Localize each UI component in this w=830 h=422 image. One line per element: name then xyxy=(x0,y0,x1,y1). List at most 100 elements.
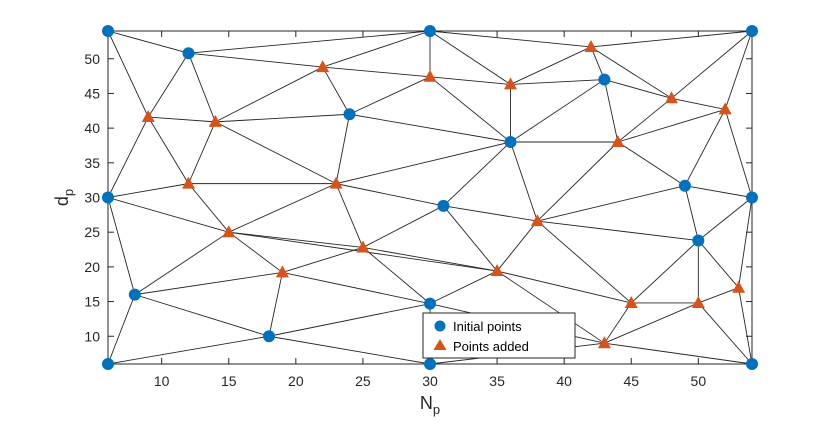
triangulation-edge xyxy=(107,294,136,365)
added-point-marker xyxy=(665,91,678,104)
y-tick-label: 20 xyxy=(84,259,100,275)
triangulation-edge xyxy=(698,197,753,241)
added-point-marker xyxy=(316,60,330,73)
added-point-marker xyxy=(208,114,222,127)
triangulation-edge xyxy=(147,116,189,184)
initial-point-marker xyxy=(263,330,275,343)
legend-label-added: Points added xyxy=(453,339,529,354)
triangulation-edge xyxy=(590,46,672,99)
triangulation-edge xyxy=(604,302,699,344)
triangulation-edge xyxy=(349,113,511,143)
triangulation-edge xyxy=(510,79,605,143)
triangulation-edge xyxy=(322,66,431,78)
legend-label-initial: Initial points xyxy=(453,319,522,334)
added-point-marker xyxy=(329,176,343,189)
triangulation-edge xyxy=(429,270,498,305)
triangulation-edge xyxy=(215,66,323,123)
triangulation-edge xyxy=(604,342,753,365)
initial-point-marker xyxy=(102,191,114,204)
triangulation-edge xyxy=(228,183,337,233)
triangulation-edge xyxy=(537,185,686,222)
triangulation-edge xyxy=(590,30,753,48)
triangulation-edge xyxy=(282,247,364,273)
triangulation-edge xyxy=(188,53,216,123)
added-point-marker xyxy=(423,69,437,82)
triangulation-edge xyxy=(215,121,337,185)
triangulation-edge xyxy=(429,76,511,143)
triangulation-edge xyxy=(617,108,726,143)
triangulation-edge xyxy=(537,220,632,304)
initial-point-marker xyxy=(424,25,436,37)
triangulation-edge xyxy=(510,141,538,222)
triangulation-edge xyxy=(349,76,431,115)
triangulation-edge xyxy=(738,197,753,288)
triangulation-edge xyxy=(215,113,350,123)
triangulation-edge xyxy=(604,79,672,99)
legend-circle-marker xyxy=(434,320,446,332)
triangulation-edge xyxy=(697,240,739,288)
triangulation-edge xyxy=(148,116,216,123)
triangulation-edge xyxy=(738,287,753,365)
x-axis-label-main: N xyxy=(420,393,433,413)
y-tick-label: 15 xyxy=(84,294,100,310)
triangulation-edge xyxy=(603,79,619,143)
added-point-marker xyxy=(597,336,611,349)
triangulation-edge xyxy=(496,270,605,344)
triangulation-edge xyxy=(147,52,189,118)
triangulation-edge xyxy=(107,30,189,54)
y-tick-label: 25 xyxy=(84,224,100,240)
triangulation-edge xyxy=(724,109,753,198)
added-point-marker xyxy=(718,102,732,115)
x-tick-label: 20 xyxy=(288,373,304,389)
triangulation-edge xyxy=(282,271,431,305)
triangulation-edge xyxy=(537,141,619,222)
added-point-marker xyxy=(141,110,155,123)
triangulation-edge xyxy=(107,183,189,198)
y-tick-label: 10 xyxy=(84,328,100,344)
initial-point-marker xyxy=(746,358,758,370)
added-point-marker xyxy=(624,295,638,308)
y-axis-label-main: d xyxy=(52,196,72,206)
added-point-marker xyxy=(490,264,504,277)
initial-point-marker xyxy=(424,297,436,310)
y-axis-label: dp xyxy=(52,189,76,206)
triangulation-edge xyxy=(429,76,511,85)
y-tick-label: 35 xyxy=(84,155,100,171)
x-tick-label: 40 xyxy=(556,373,572,389)
triangulation-edge xyxy=(335,114,350,184)
triangulation-edge xyxy=(268,335,431,365)
triangulation-edge xyxy=(443,205,498,272)
added-point-marker xyxy=(504,77,517,90)
x-tick-label: 50 xyxy=(691,373,707,389)
x-axis-label: Np xyxy=(420,393,440,417)
triangulation-edge xyxy=(684,185,699,241)
initial-point-marker xyxy=(424,358,436,370)
initial-point-marker xyxy=(746,25,758,37)
triangulation-edge xyxy=(671,30,753,99)
added-point-marker xyxy=(182,176,195,189)
initial-point-marker xyxy=(504,136,517,148)
x-tick-label: 10 xyxy=(154,373,170,389)
triangulation-edge xyxy=(617,141,686,187)
triangulation-edge xyxy=(362,247,431,304)
added-point-marker xyxy=(356,240,370,253)
triangulation-edge xyxy=(188,52,323,68)
triangulation-edge xyxy=(443,205,538,222)
triangulation-edge xyxy=(268,303,431,337)
triangulation-edge xyxy=(604,302,632,344)
triangulation-edge xyxy=(107,197,229,233)
added-point-marker xyxy=(584,39,598,52)
triangulation-edge xyxy=(496,270,632,304)
added-point-marker xyxy=(611,135,625,147)
triangulation-edge xyxy=(228,231,283,273)
initial-point-marker xyxy=(678,179,691,192)
data-markers xyxy=(102,25,758,370)
triangulation-edge xyxy=(188,30,431,54)
triangulation-edge xyxy=(684,185,753,198)
triangulation-edge xyxy=(362,247,498,272)
triangulation-edge xyxy=(188,121,216,184)
triangulation-edge xyxy=(671,97,726,110)
triangulation-edge xyxy=(429,30,592,48)
